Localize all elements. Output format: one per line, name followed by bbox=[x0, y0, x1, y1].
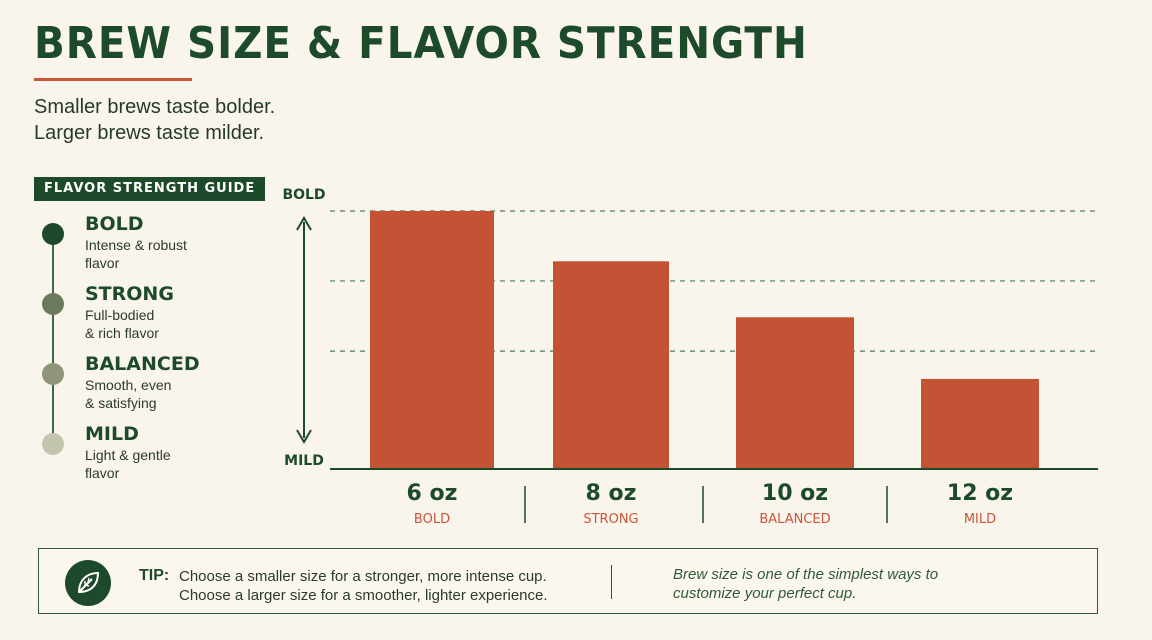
guide-desc: Full-bodied & rich flavor bbox=[85, 306, 235, 342]
category-labels: 6 oz BOLD 8 oz STRONG 10 oz BALANCED 12 oz MILD bbox=[407, 481, 1014, 527]
arrow-down-icon bbox=[296, 429, 312, 444]
category-label: 6 oz bbox=[407, 481, 458, 506]
tip-icon-circle bbox=[65, 560, 111, 606]
guide-desc-line: flavor bbox=[85, 255, 120, 271]
bar-6-oz bbox=[370, 211, 494, 469]
guide-name: BOLD bbox=[85, 213, 144, 235]
guide-desc-line: Full-bodied bbox=[85, 307, 155, 323]
y-axis-arrow bbox=[296, 216, 312, 444]
leaf-icon bbox=[77, 571, 100, 594]
guide-desc: Light & gentle flavor bbox=[85, 446, 235, 482]
page-title: BREW SIZE & FLAVOR STRENGTH bbox=[34, 18, 808, 69]
tip-note-line: Brew size is one of the simplest ways to bbox=[673, 566, 939, 583]
tip-divider bbox=[611, 565, 612, 599]
category-sublabel: BALANCED bbox=[759, 512, 830, 527]
arrow-up-icon bbox=[296, 216, 312, 231]
guide-desc-line: Smooth, even bbox=[85, 377, 172, 393]
guide-desc-line: flavor bbox=[85, 465, 120, 481]
category-label: 10 oz bbox=[762, 481, 828, 506]
category-label: 12 oz bbox=[947, 481, 1013, 506]
guide-name: BALANCED bbox=[85, 353, 200, 375]
bar-8-oz bbox=[553, 261, 669, 469]
subtitle-line-2: Larger brews taste milder. bbox=[34, 122, 265, 144]
guide-dot-bold bbox=[42, 223, 64, 245]
tip-note-line: customize your perfect cup. bbox=[673, 585, 857, 602]
tip-line: Choose a smaller size for a stronger, mo… bbox=[179, 568, 547, 585]
guide-dot-strong bbox=[42, 293, 64, 315]
subtitle: Smaller brews taste bolder. Larger brews… bbox=[34, 94, 275, 146]
guide-desc-line: & rich flavor bbox=[85, 325, 159, 341]
guide-name: MILD bbox=[85, 423, 139, 445]
bar-10-oz bbox=[736, 317, 854, 469]
guide-desc-line: & satisfying bbox=[85, 395, 157, 411]
guide-dot-mild bbox=[42, 433, 64, 455]
guide-heading: FLAVOR STRENGTH GUIDE bbox=[34, 177, 266, 201]
grid-lines bbox=[330, 210, 1098, 352]
y-axis-bottom-label: MILD bbox=[284, 453, 324, 469]
guide-name: STRONG bbox=[85, 283, 174, 305]
category-sublabel: MILD bbox=[964, 512, 996, 527]
guide-connector-line bbox=[52, 234, 54, 442]
tip-note: Brew size is one of the simplest ways to… bbox=[673, 565, 993, 603]
category-label: 8 oz bbox=[586, 481, 637, 506]
bar-chart: BOLD MILD 6 oz BOLD 8 oz STRONG 10 oz BALANCE… bbox=[282, 187, 1098, 527]
category-sublabel: STRONG bbox=[583, 512, 638, 527]
guide-desc-line: Intense & robust bbox=[85, 237, 187, 253]
tip-box: TIP: Choose a smaller size for a stronge… bbox=[38, 548, 1098, 614]
tip-label: TIP: bbox=[139, 567, 170, 584]
tip-text: Choose a smaller size for a stronger, mo… bbox=[179, 567, 599, 605]
guide-desc: Intense & robust flavor bbox=[85, 236, 235, 272]
guide-dot-balanced bbox=[42, 363, 64, 385]
guide-desc-line: Light & gentle bbox=[85, 447, 171, 463]
guide-desc: Smooth, even & satisfying bbox=[85, 376, 235, 412]
category-separators bbox=[524, 486, 888, 523]
category-sublabel: BOLD bbox=[414, 512, 450, 527]
title-underline bbox=[34, 78, 192, 81]
tip-line: Choose a larger size for a smoother, lig… bbox=[179, 587, 548, 604]
bars bbox=[370, 211, 1039, 469]
y-axis-top-label: BOLD bbox=[282, 187, 325, 203]
bar-12-oz bbox=[921, 378, 1039, 469]
subtitle-line-1: Smaller brews taste bolder. bbox=[34, 96, 276, 118]
